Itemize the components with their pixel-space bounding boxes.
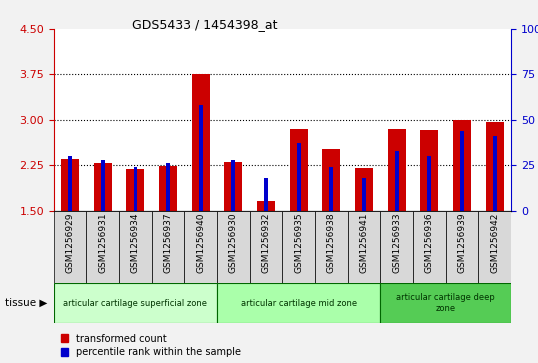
Bar <box>421 130 438 211</box>
Bar <box>453 120 471 211</box>
Bar <box>428 156 431 211</box>
Text: articular cartilage mid zone: articular cartilage mid zone <box>240 299 357 307</box>
Bar <box>61 159 79 211</box>
Text: articular cartilage deep
zone: articular cartilage deep zone <box>397 293 495 313</box>
Bar <box>362 178 366 211</box>
Text: GSM1256934: GSM1256934 <box>131 213 140 273</box>
Bar <box>329 167 334 211</box>
Bar <box>478 211 511 283</box>
Bar <box>460 131 464 211</box>
Text: GSM1256939: GSM1256939 <box>458 213 466 273</box>
Text: articular cartilage superficial zone: articular cartilage superficial zone <box>63 299 208 307</box>
Bar <box>250 211 282 283</box>
Bar <box>297 143 301 211</box>
Bar <box>413 211 446 283</box>
Bar <box>290 129 308 211</box>
Text: GSM1256932: GSM1256932 <box>261 213 271 273</box>
Bar <box>486 122 504 211</box>
Bar <box>217 211 250 283</box>
Bar <box>380 283 511 323</box>
Bar <box>54 283 217 323</box>
Bar <box>166 163 170 211</box>
Bar <box>348 211 380 283</box>
Bar <box>446 211 478 283</box>
Bar <box>185 211 217 283</box>
Bar <box>315 211 348 283</box>
Bar <box>159 166 177 211</box>
Bar <box>224 162 243 211</box>
Bar <box>322 149 341 211</box>
Bar <box>126 170 144 211</box>
Bar <box>282 211 315 283</box>
Bar <box>380 211 413 283</box>
Bar <box>54 211 87 283</box>
Bar <box>395 151 399 211</box>
Text: GSM1256935: GSM1256935 <box>294 213 303 273</box>
Bar <box>192 74 210 211</box>
Text: tissue ▶: tissue ▶ <box>5 298 48 308</box>
Text: GSM1256936: GSM1256936 <box>425 213 434 273</box>
Bar <box>94 163 112 211</box>
Bar <box>264 178 268 211</box>
Bar <box>119 211 152 283</box>
Bar <box>355 168 373 211</box>
Bar <box>152 211 185 283</box>
Text: GSM1256931: GSM1256931 <box>98 213 107 273</box>
Text: GSM1256930: GSM1256930 <box>229 213 238 273</box>
Legend: transformed count, percentile rank within the sample: transformed count, percentile rank withi… <box>59 331 243 359</box>
Text: GSM1256933: GSM1256933 <box>392 213 401 273</box>
Bar <box>217 283 380 323</box>
Bar <box>388 129 406 211</box>
Text: GSM1256940: GSM1256940 <box>196 213 206 273</box>
Text: GSM1256929: GSM1256929 <box>66 213 75 273</box>
Text: GSM1256941: GSM1256941 <box>359 213 369 273</box>
Text: GDS5433 / 1454398_at: GDS5433 / 1454398_at <box>132 18 277 31</box>
Bar <box>199 105 203 211</box>
Text: GSM1256942: GSM1256942 <box>490 213 499 273</box>
Bar <box>231 160 236 211</box>
Bar <box>87 211 119 283</box>
Bar <box>133 167 137 211</box>
Bar <box>68 156 72 211</box>
Bar <box>101 160 105 211</box>
Bar <box>493 136 497 211</box>
Bar <box>257 201 275 211</box>
Text: GSM1256938: GSM1256938 <box>327 213 336 273</box>
Text: GSM1256937: GSM1256937 <box>164 213 173 273</box>
